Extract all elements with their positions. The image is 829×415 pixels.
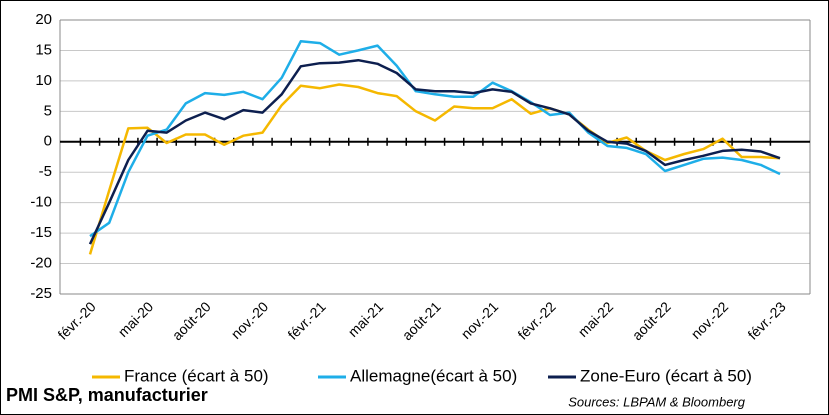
y-tick-label: -5 [39,163,52,180]
legend-label: France (écart à 50) [124,366,269,385]
y-tick-label: 15 [35,41,52,58]
line-series [88,58,781,245]
legend-label: Allemagne(écart à 50) [350,366,517,385]
source: Sources: LBPAM & Bloomberg [568,394,746,409]
y-tick-label: 10 [35,72,52,89]
y-tick-label: -25 [30,285,52,302]
y-tick-label: -10 [30,194,52,211]
chart-title: PMI S&P, manufacturier [6,385,208,405]
y-tick-label: 20 [35,11,52,28]
y-tick-label: -15 [30,224,52,241]
y-tick-label: 5 [44,102,52,119]
y-tick-label: 0 [44,133,52,150]
legend-label: Zone-Euro (écart à 50) [580,366,752,385]
line-series [88,83,781,255]
line-series [89,40,781,238]
y-tick-label: -20 [30,255,52,272]
